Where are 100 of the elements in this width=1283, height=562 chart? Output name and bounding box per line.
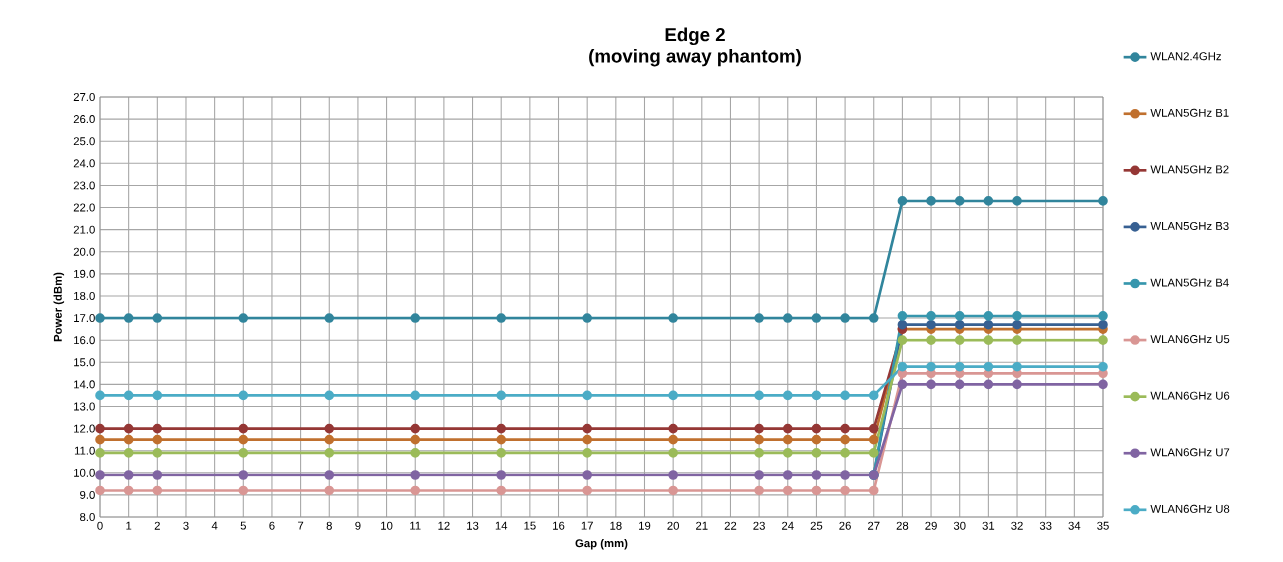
legend-label: WLAN5GHz B1 (1150, 108, 1229, 117)
y-axis-title: Power (dBm) (53, 272, 65, 342)
point (811, 448, 822, 458)
point (152, 390, 163, 401)
point (95, 423, 105, 434)
x-tick-label: 34 (1068, 521, 1081, 530)
point (123, 423, 134, 434)
point (324, 434, 335, 445)
point (954, 319, 965, 330)
x-tick-label: 13 (467, 521, 479, 530)
point (1098, 335, 1108, 345)
point (238, 470, 249, 480)
point (840, 390, 850, 401)
point (897, 361, 908, 372)
point (811, 423, 822, 434)
point (152, 485, 163, 496)
point (123, 434, 134, 445)
point (238, 448, 249, 458)
point (95, 448, 105, 458)
point (238, 434, 249, 445)
y-tick-label: 26.0 (73, 115, 95, 124)
point (1012, 379, 1022, 390)
point (123, 448, 134, 458)
legend-label: WLAN5GHz B3 (1150, 221, 1229, 230)
x-tick-label: 27 (868, 521, 880, 530)
point (868, 390, 879, 401)
point (983, 379, 994, 390)
point (582, 423, 592, 434)
y-tick-label: 12.0 (74, 424, 95, 433)
y-tick-label: 24.0 (73, 159, 95, 168)
point (238, 423, 249, 434)
point (840, 434, 850, 445)
y-tick-label: 18.0 (74, 291, 95, 300)
y-tick-label: 19.0 (74, 269, 95, 278)
point (983, 335, 994, 345)
x-tick-label: 18 (610, 521, 622, 530)
point (410, 313, 421, 323)
point (868, 448, 879, 458)
point (897, 379, 908, 390)
x-tick-label: 12 (438, 521, 450, 530)
x-tick-label: 29 (925, 521, 937, 530)
point (1098, 379, 1108, 390)
point (754, 448, 764, 458)
y-tick-label: 14.0 (74, 380, 95, 389)
x-tick-label: 16 (553, 521, 565, 530)
point (1012, 335, 1022, 345)
point (410, 470, 421, 480)
point (95, 390, 105, 401)
point (238, 390, 249, 401)
chart-subtitle: (moving away phantom) (589, 48, 801, 67)
point (496, 485, 507, 496)
x-tick-label: 6 (269, 521, 275, 530)
point (496, 448, 507, 458)
point (152, 448, 163, 458)
point (782, 423, 793, 434)
point (582, 470, 592, 480)
point (582, 313, 592, 323)
point (152, 470, 163, 480)
point (897, 311, 908, 321)
x-tick-label: 7 (298, 521, 304, 530)
point (123, 390, 134, 401)
x-tick-label: 22 (724, 521, 737, 530)
point (582, 448, 592, 458)
point (668, 313, 678, 323)
point (496, 434, 507, 445)
point (668, 390, 678, 401)
y-tick-label: 10.0 (74, 468, 95, 477)
point (123, 470, 134, 480)
legend-label: WLAN5GHz B4 (1150, 278, 1229, 287)
y-tick-label: 17.0 (74, 314, 95, 323)
x-tick-label: 31 (982, 521, 995, 530)
point (954, 335, 965, 345)
point (868, 485, 879, 496)
y-tick-label: 9.0 (80, 490, 95, 499)
point (668, 470, 678, 480)
point (324, 313, 335, 323)
x-tick-label: 3 (183, 521, 189, 530)
point (754, 434, 764, 445)
point (754, 470, 764, 480)
point (754, 390, 764, 401)
point (840, 485, 850, 496)
point (496, 423, 507, 434)
point (1098, 311, 1108, 321)
point (926, 335, 936, 345)
chart-title: Edge 2 (665, 27, 725, 46)
point (1098, 361, 1108, 372)
y-tick-label: 13.0 (74, 402, 95, 411)
point (410, 390, 421, 401)
point (811, 313, 822, 323)
point (496, 313, 507, 323)
point (782, 448, 793, 458)
legend-label: WLAN5GHz B2 (1150, 165, 1229, 174)
point (983, 311, 994, 321)
point (897, 335, 908, 345)
point (668, 423, 678, 434)
point (954, 379, 965, 390)
point (496, 390, 507, 401)
point (152, 423, 163, 434)
x-tick-label: 0 (97, 521, 103, 530)
point (926, 361, 936, 372)
